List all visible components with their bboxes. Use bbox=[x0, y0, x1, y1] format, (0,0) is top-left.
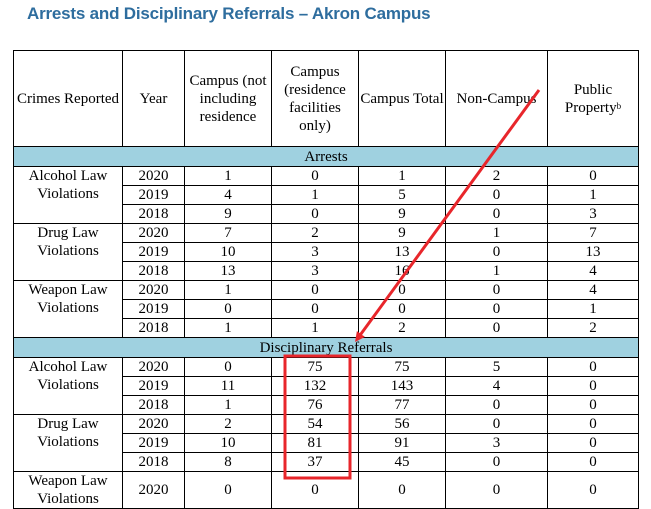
crime-type-cell: Weapon Law Violations bbox=[13, 280, 123, 338]
table-row: 2018 13 3 16 1 4 bbox=[14, 261, 639, 281]
annotation-overlay bbox=[283, 89, 541, 480]
year-cell: 2019 bbox=[122, 376, 185, 396]
header-public-property-label: Public Property bbox=[564, 81, 617, 116]
campus-total-cell: 143 bbox=[358, 376, 446, 396]
section-heading: Arrests bbox=[13, 146, 639, 167]
red-arrow-annotation bbox=[355, 89, 541, 343]
section-row: Disciplinary Referrals bbox=[13, 337, 639, 358]
campus-total-cell: 45 bbox=[358, 452, 446, 472]
public-property-cell: 13 bbox=[547, 242, 639, 262]
footnote-marker: b bbox=[616, 100, 622, 111]
campus-not-residence-cell: 10 bbox=[184, 433, 272, 453]
campus-total-cell: 56 bbox=[358, 414, 446, 434]
header-campus-total: Campus Total bbox=[358, 50, 446, 147]
year-cell: 2018 bbox=[122, 204, 185, 224]
year-cell: 2020 bbox=[122, 280, 185, 300]
page-title: Arrests and Disciplinary Referrals – Akr… bbox=[27, 4, 431, 23]
table-row: 2018 8 37 45 0 0 bbox=[14, 452, 639, 472]
header-year: Year bbox=[122, 50, 185, 147]
year-cell: 2018 bbox=[122, 261, 185, 281]
crime-type-cell: Drug Law Violations bbox=[13, 414, 123, 472]
table-row: 2019 0 0 0 0 1 bbox=[14, 299, 639, 319]
header-campus-residence: Campus (residence facilities only) bbox=[271, 50, 359, 147]
header-campus-not-residence: Campus (not including residence bbox=[184, 50, 272, 147]
table-header-row: Crimes Reported Year Campus (not includi… bbox=[13, 50, 639, 147]
year-cell: 2019 bbox=[122, 433, 185, 453]
section-heading: Disciplinary Referrals bbox=[13, 337, 639, 358]
table-row: 2019 10 81 91 3 0 bbox=[14, 433, 639, 453]
year-cell: 2019 bbox=[122, 185, 185, 205]
section-row: Arrests bbox=[13, 146, 639, 167]
year-cell: 2018 bbox=[122, 318, 185, 338]
table-row: Weapon Law Violations 2020 1 0 0 0 4 bbox=[13, 280, 639, 338]
table-row: 2018 1 76 77 0 0 bbox=[14, 395, 639, 415]
year-cell: 2020 bbox=[122, 166, 185, 186]
highlight-box-annotation bbox=[283, 354, 352, 480]
header-crimes-reported: Crimes Reported bbox=[13, 50, 123, 147]
crime-type-cell: Alcohol Law Violations bbox=[13, 357, 123, 415]
table-row: 2019 10 3 13 0 13 bbox=[14, 242, 639, 262]
